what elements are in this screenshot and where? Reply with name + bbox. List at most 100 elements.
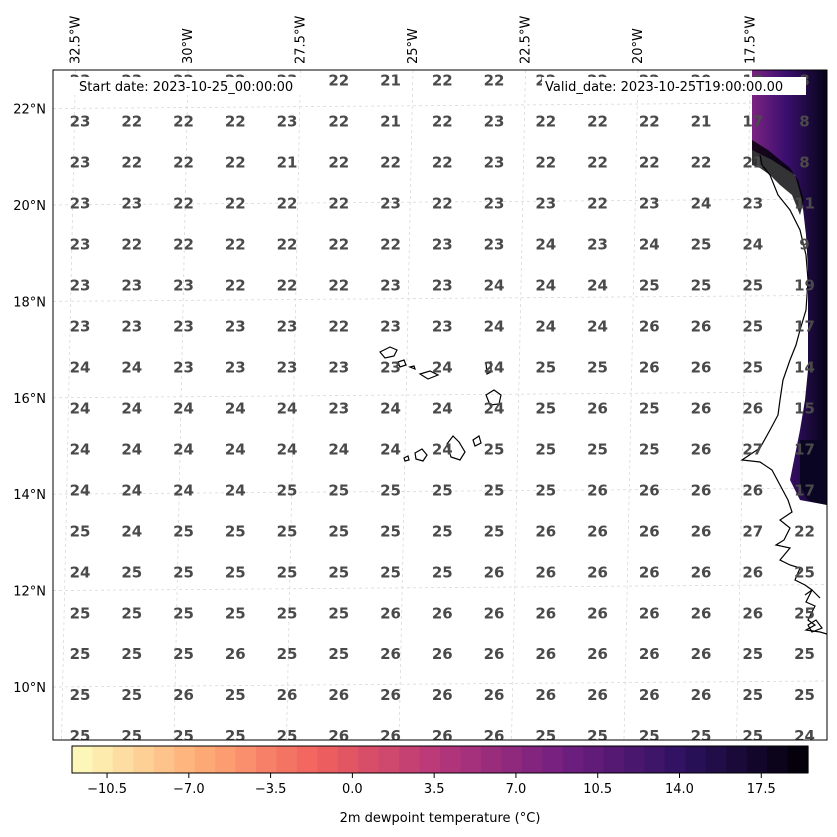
dewpoint-value: 25 [691, 276, 712, 294]
colorbar-cell [603, 746, 625, 773]
dewpoint-value: 17 [794, 440, 815, 458]
dewpoint-value: 22 [277, 276, 298, 294]
island-brava [403, 455, 410, 462]
dewpoint-value: 25 [70, 604, 91, 622]
latitude-tick-labels: 22°N 20°N 18°N 16°N 14°N 12°N 10°N [13, 103, 46, 696]
dewpoint-value: 25 [484, 440, 505, 458]
dewpoint-value: 25 [70, 686, 91, 704]
dewpoint-value: 26 [639, 563, 660, 581]
dewpoint-value: 25 [173, 522, 194, 540]
dewpoint-value: 26 [691, 440, 712, 458]
dewpoint-value: 25 [639, 276, 660, 294]
meridian-line [623, 70, 639, 740]
coastal-dewpoint-band [752, 70, 827, 505]
dewpoint-value: 25 [121, 563, 142, 581]
dewpoint-value: 25 [535, 481, 556, 499]
colorbar-label: 2m dewpoint temperature (°C) [340, 811, 541, 826]
dewpoint-value: 23 [432, 317, 453, 335]
longitude-tick-label: 22.5°W [519, 16, 534, 64]
dewpoint-value: 24 [587, 317, 608, 335]
dewpoint-value: 22 [121, 236, 142, 254]
dewpoint-value: 25 [691, 236, 712, 254]
dewpoint-value: 25 [277, 522, 298, 540]
dewpoint-value: 25 [70, 522, 91, 540]
dewpoint-value: 26 [380, 645, 401, 663]
dewpoint-value: 26 [535, 522, 556, 540]
dewpoint-value: 26 [691, 563, 712, 581]
colorbar-cell [256, 746, 278, 773]
island-santo-antao [379, 346, 398, 359]
dewpoint-value: 24 [173, 399, 194, 417]
longitude-tick-label: 30°W [181, 28, 196, 64]
dewpoint-value: 22 [587, 154, 608, 172]
dewpoint-value: 25 [639, 727, 660, 745]
map-background [53, 70, 827, 740]
colorbar-cell [235, 746, 257, 773]
dewpoint-value: 26 [742, 604, 763, 622]
dewpoint-value: 24 [70, 481, 91, 499]
dewpoint-value: 26 [535, 645, 556, 663]
dewpoint-value: 24 [432, 358, 453, 376]
dewpoint-value: 15 [794, 399, 815, 417]
dewpoint-value: 24 [794, 727, 815, 745]
dewpoint-value: 21 [691, 113, 712, 131]
dewpoint-value: 24 [121, 522, 142, 540]
dewpoint-value: 22 [432, 113, 453, 131]
meridian-line [736, 70, 751, 740]
valid-date-label: Valid_date: 2023-10-25T19:00:00.00 [545, 80, 783, 95]
dewpoint-value: 26 [691, 604, 712, 622]
dewpoint-value: 25 [328, 604, 349, 622]
island-sao-nicolau [418, 370, 440, 380]
colorbar-cell [194, 746, 216, 773]
dewpoint-value: 22 [535, 113, 556, 131]
dewpoint-value: 25 [535, 399, 556, 417]
dewpoint-value: 23 [328, 358, 349, 376]
dewpoint-value: 24 [484, 358, 505, 376]
colorbar-cell [705, 746, 727, 773]
dewpoint-value: 25 [639, 399, 660, 417]
island-santa-luzia [408, 365, 416, 371]
dewpoint-value: 26 [535, 686, 556, 704]
dewpoint-value: 23 [484, 236, 505, 254]
dewpoint-value: 26 [691, 645, 712, 663]
dewpoint-value: 25 [432, 522, 453, 540]
dewpoint-value: 24 [432, 399, 453, 417]
colorbar-cell [378, 746, 400, 773]
dewpoint-value: 24 [70, 440, 91, 458]
dewpoint-value: 23 [70, 317, 91, 335]
colorbar-cell [460, 746, 482, 773]
colorbar-cell [583, 746, 605, 773]
colorbar-cell [726, 746, 748, 773]
dewpoint-value: 26 [742, 399, 763, 417]
dewpoint-value: 9 [799, 236, 809, 254]
latitude-tick-label: 12°N [13, 585, 46, 600]
dewpoint-value: 25 [794, 645, 815, 663]
colorbar-cell [562, 746, 584, 773]
dewpoint-value: 26 [380, 727, 401, 745]
dewpoint-shading [752, 70, 827, 505]
dewpoint-value: 22 [277, 195, 298, 213]
dewpoint-value: 25 [535, 727, 556, 745]
dewpoint-value: 23 [70, 236, 91, 254]
dewpoint-value: 25 [173, 727, 194, 745]
latitude-tick-label: 22°N [13, 103, 46, 118]
colorbar-cell [787, 746, 809, 773]
dewpoint-value: 26 [173, 686, 194, 704]
dewpoint-value: 22 [432, 72, 453, 90]
dewpoint-value: 26 [691, 317, 712, 335]
colorbar-cell [399, 746, 421, 773]
dewpoint-value: 22 [173, 236, 194, 254]
colorbar-cell [92, 746, 114, 773]
dewpoint-value: 24 [225, 440, 246, 458]
dewpoint-value: 25 [277, 563, 298, 581]
colorbar-tick-label: 14.0 [665, 782, 694, 797]
longitude-tick-label: 27.5°W [294, 16, 309, 64]
dewpoint-value: 23 [70, 195, 91, 213]
start-date-label: Start date: 2023-10-25_00:00:00 [79, 80, 293, 95]
dewpoint-value: 26 [587, 522, 608, 540]
dewpoint-value: 22 [794, 522, 815, 540]
meridian-line [511, 70, 526, 740]
graticule [53, 70, 827, 740]
colorbar-tick-label: 17.5 [747, 782, 776, 797]
dewpoint-value: 26 [587, 481, 608, 499]
